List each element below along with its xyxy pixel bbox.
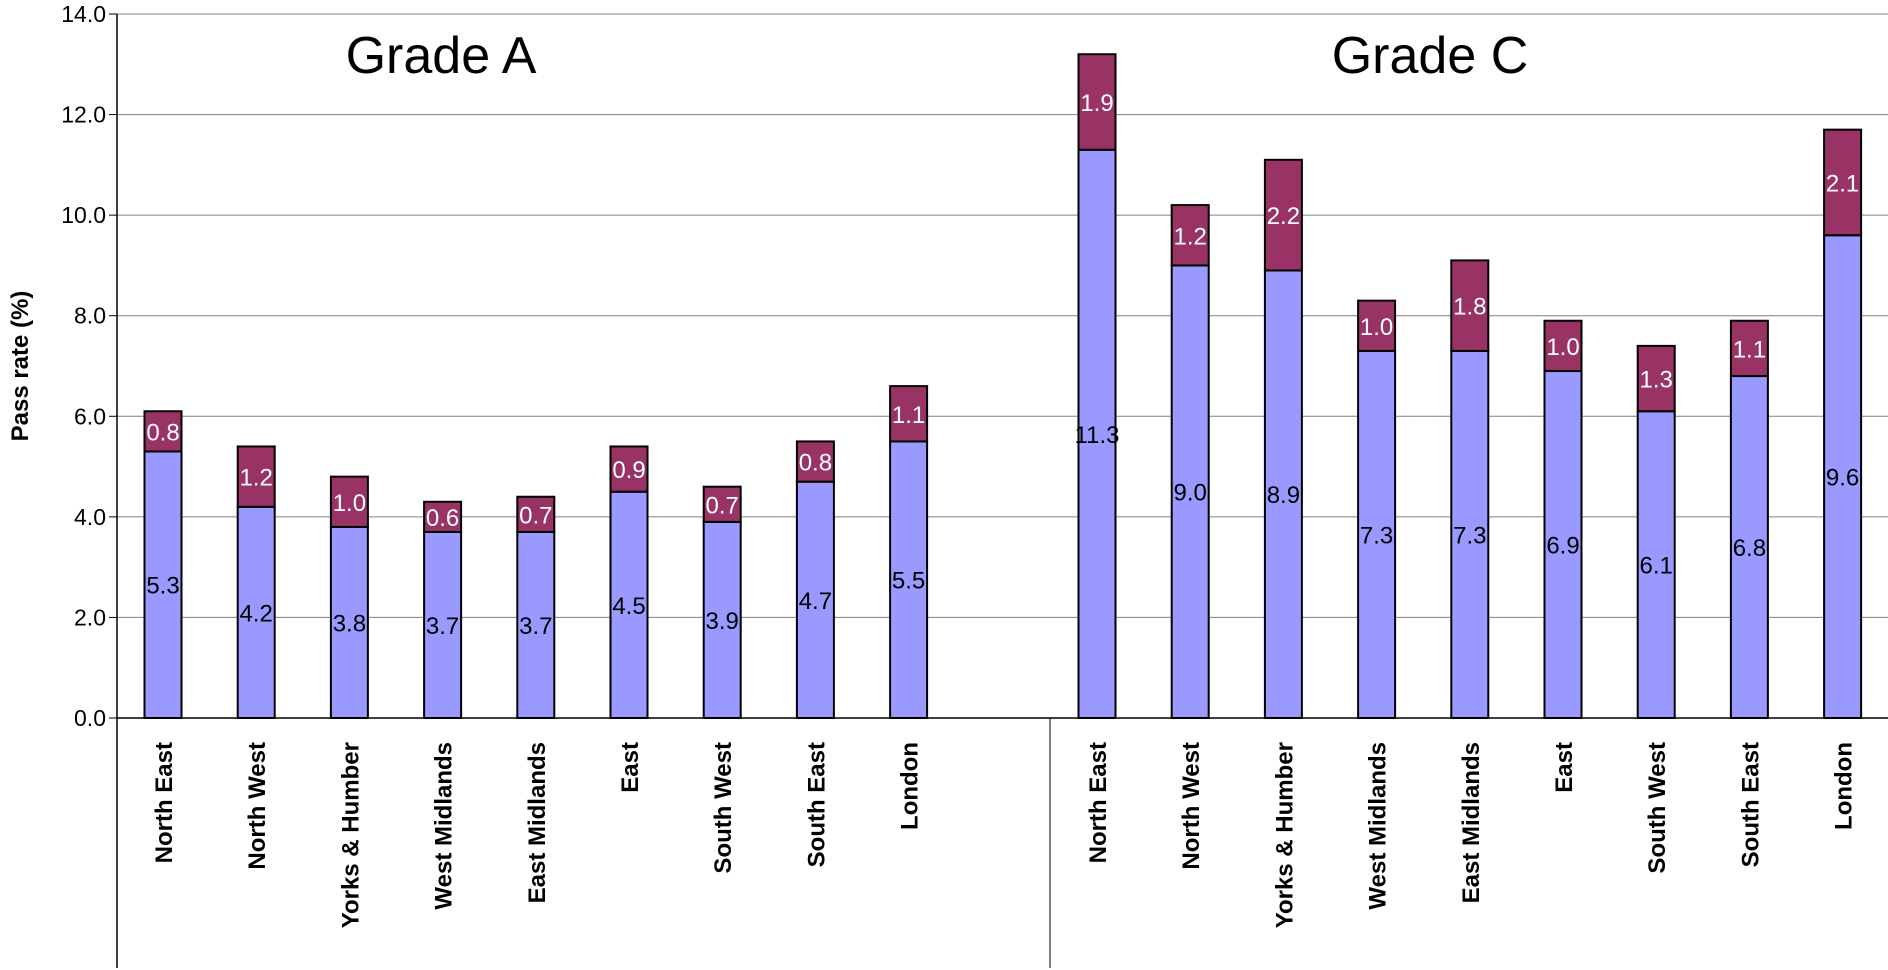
data-label-base: 8.9	[1267, 482, 1300, 509]
x-category-label: East	[617, 742, 644, 793]
bar-base	[1543, 370, 1583, 719]
data-label-top: 2.1	[1826, 170, 1859, 197]
data-label-base: 6.1	[1640, 553, 1673, 580]
data-label-base: 6.9	[1546, 533, 1579, 560]
data-label-base: 11.3	[1075, 422, 1120, 449]
y-tick-label: 6.0	[74, 403, 106, 429]
y-tick-label: 10.0	[61, 202, 106, 228]
x-category-label: East Midlands	[524, 742, 551, 903]
data-label-top: 1.2	[1174, 223, 1207, 250]
group-title: Grade C	[1332, 27, 1529, 85]
x-category-label: London	[1831, 742, 1858, 830]
data-label-base: 3.7	[519, 613, 552, 640]
bar-base	[329, 525, 369, 720]
bar-top	[236, 445, 276, 508]
x-category-label: South West	[710, 742, 737, 874]
x-category-label: South East	[803, 742, 830, 867]
bar-base	[236, 505, 276, 719]
data-label-top: 1.3	[1640, 367, 1673, 394]
bar-top	[1077, 53, 1117, 151]
data-label-base: 4.5	[612, 593, 645, 620]
x-category-label: Yorks & Humber	[337, 742, 364, 928]
bar-base	[1077, 148, 1117, 719]
data-label-top: 1.9	[1080, 90, 1113, 117]
bar-top	[143, 410, 183, 453]
bar-top	[1543, 319, 1583, 373]
bar-top	[1450, 259, 1490, 352]
x-category-label: London	[897, 742, 924, 830]
bar-base	[609, 490, 649, 720]
bar-base	[1450, 349, 1490, 719]
bar-top	[1170, 204, 1210, 267]
x-category-label: South West	[1644, 742, 1671, 874]
data-label-top: 0.8	[146, 419, 179, 446]
bar-top	[1263, 158, 1303, 272]
y-tick-label: 2.0	[74, 604, 106, 630]
bar-top	[702, 485, 742, 523]
bar-top	[1357, 299, 1397, 352]
group-title: Grade A	[346, 27, 537, 85]
x-category-label: Yorks & Humber	[1271, 742, 1298, 928]
x-category-label: West Midlands	[431, 742, 458, 910]
y-tick-label: 14.0	[61, 1, 106, 27]
bar-top	[423, 500, 463, 533]
x-category-label: East	[1551, 742, 1578, 793]
data-label-base: 6.8	[1733, 535, 1766, 562]
data-label-top: 0.6	[426, 505, 459, 532]
data-label-top: 1.1	[1733, 336, 1766, 363]
data-label-base: 4.7	[799, 588, 832, 615]
data-label-top: 0.7	[706, 492, 739, 519]
data-label-top: 2.2	[1267, 203, 1300, 230]
y-tick-label: 8.0	[74, 303, 106, 329]
data-label-top: 1.1	[892, 402, 925, 429]
bar-top	[1636, 344, 1676, 413]
data-label-base: 7.3	[1453, 522, 1486, 549]
data-label-base: 4.2	[240, 600, 273, 627]
data-label-top: 0.8	[799, 450, 832, 477]
data-label-top: 1.0	[1360, 314, 1393, 341]
x-category-label: East Midlands	[1458, 742, 1485, 903]
bar-top	[795, 440, 835, 483]
bar-top	[609, 445, 649, 493]
data-label-top: 1.0	[333, 490, 366, 517]
bar-top	[1729, 319, 1769, 378]
x-category-label: North West	[1178, 742, 1205, 870]
y-tick-label: 0.0	[74, 705, 106, 731]
bar-base	[1636, 410, 1676, 719]
data-label-top: 0.9	[612, 457, 645, 484]
y-tick-label: 4.0	[74, 504, 106, 530]
bar-base	[1823, 234, 1863, 719]
data-label-base: 5.3	[146, 573, 179, 600]
data-label-base: 9.6	[1826, 465, 1859, 492]
data-label-base: 3.8	[333, 610, 366, 637]
x-category-label: West Midlands	[1365, 742, 1392, 910]
bar-top	[889, 385, 929, 443]
x-category-label: North East	[151, 742, 178, 863]
data-label-base: 5.5	[892, 568, 925, 595]
x-category-label: South East	[1737, 742, 1764, 867]
y-tick-label: 12.0	[61, 102, 106, 128]
x-category-label: North East	[1085, 742, 1112, 863]
bar-top	[1823, 128, 1863, 237]
bar-base	[423, 530, 463, 720]
data-label-base: 7.3	[1360, 522, 1393, 549]
y-axis-label: Pass rate (%)	[7, 291, 34, 442]
data-label-top: 1.8	[1453, 294, 1486, 321]
bar-top	[329, 475, 369, 528]
data-label-base: 9.0	[1174, 480, 1207, 507]
data-label-base: 3.9	[706, 608, 739, 635]
bar-top	[516, 495, 556, 533]
data-label-top: 1.2	[240, 465, 273, 492]
data-label-base: 3.7	[426, 613, 459, 640]
bar-base	[1263, 269, 1303, 719]
data-label-top: 0.7	[519, 502, 552, 529]
bar-base	[702, 520, 742, 720]
data-label-top: 1.0	[1546, 334, 1579, 361]
x-category-label: North West	[244, 742, 271, 870]
